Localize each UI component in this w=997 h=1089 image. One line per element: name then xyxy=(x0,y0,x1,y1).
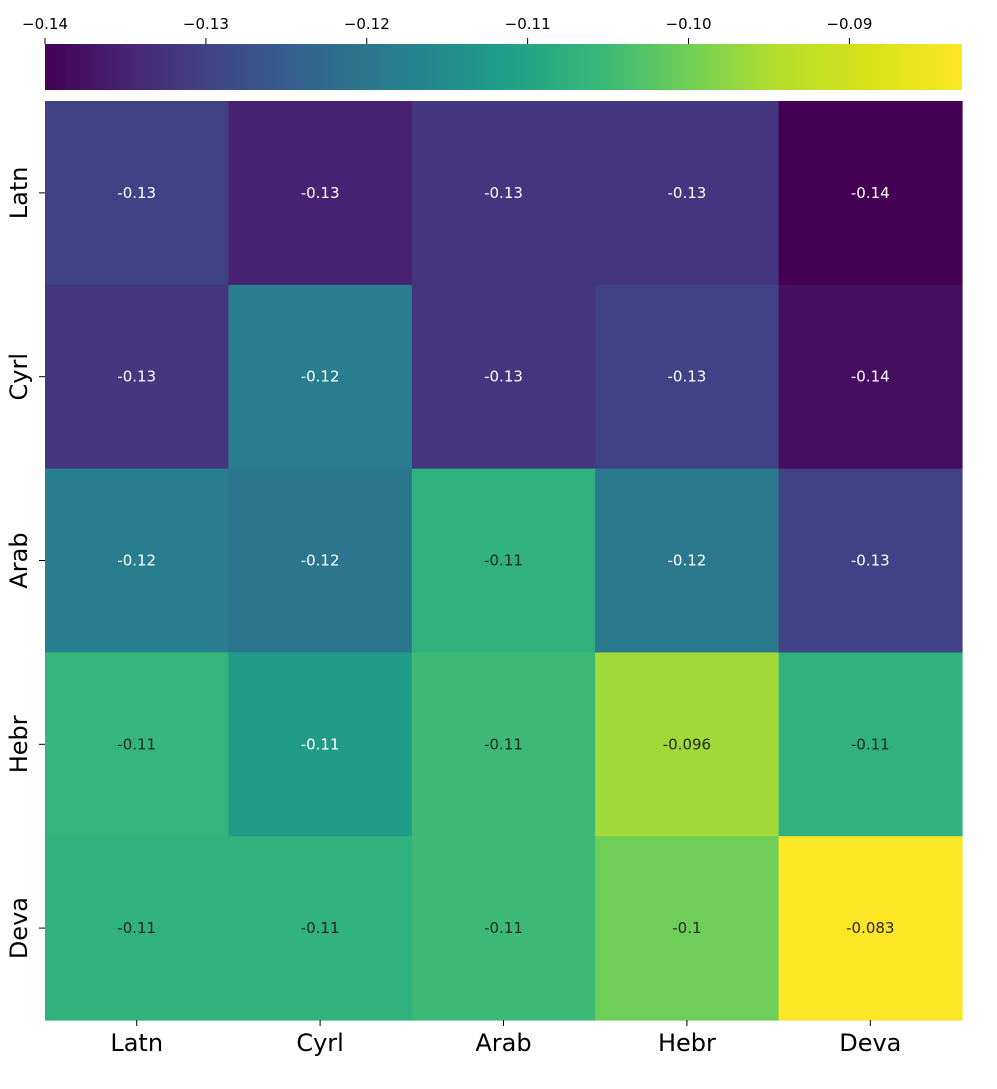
heatmap-cell xyxy=(595,101,780,286)
cell-annotation: -0.12 xyxy=(301,552,340,570)
cell-annotation: -0.11 xyxy=(117,919,156,937)
y-axis: Latn Cyrl Arab Hebr Deva xyxy=(5,167,45,959)
cell-annotation: -0.14 xyxy=(851,184,890,202)
colorbar-tick-label: −0.14 xyxy=(22,15,68,33)
heatmap-cell xyxy=(45,836,229,1021)
heatmap-cell xyxy=(228,652,413,837)
y-tick-label: Cyrl xyxy=(5,353,33,401)
x-axis: Latn Cyrl Arab Hebr Deva xyxy=(110,1020,901,1057)
heatmap-cell xyxy=(228,468,413,653)
cell-annotation: -0.11 xyxy=(484,552,523,570)
cell-annotation: -0.13 xyxy=(667,184,706,202)
cell-annotation: -0.13 xyxy=(851,552,890,570)
cell-annotation: -0.13 xyxy=(667,368,706,386)
x-tick-label: Cyrl xyxy=(296,1029,344,1057)
cell-annotation: -0.12 xyxy=(301,368,340,386)
heatmap-cell xyxy=(411,652,596,837)
y-tick-label: Hebr xyxy=(5,715,33,773)
cell-annotation: -0.13 xyxy=(301,184,340,202)
cell-annotation: -0.14 xyxy=(851,368,890,386)
x-tick-label: Hebr xyxy=(658,1029,716,1057)
cell-annotation: -0.13 xyxy=(117,184,156,202)
cell-annotation: -0.12 xyxy=(117,552,156,570)
cell-annotation: -0.11 xyxy=(851,735,890,753)
colorbar-tick-label: −0.12 xyxy=(344,15,390,33)
cell-annotation: -0.13 xyxy=(484,368,523,386)
y-tick-label: Arab xyxy=(5,532,33,588)
cell-annotation: -0.13 xyxy=(484,184,523,202)
colorbar-tick-label: −0.10 xyxy=(666,15,712,33)
heatmap-cell xyxy=(45,652,229,837)
heatmap-cell xyxy=(411,284,596,470)
colorbar-ticks: −0.14 −0.13 −0.12 −0.11 −0.10 −0.09 xyxy=(22,15,872,44)
cell-annotation: -0.083 xyxy=(846,919,894,937)
heatmap-cell xyxy=(595,652,780,837)
heatmap-cell xyxy=(778,836,963,1021)
cell-annotation: -0.13 xyxy=(117,368,156,386)
heatmap-cell xyxy=(228,284,413,470)
heatmap-cell xyxy=(45,101,229,286)
heatmap-cell xyxy=(595,284,780,470)
y-tick-label: Deva xyxy=(5,897,33,959)
heatmap-cell xyxy=(228,101,413,286)
x-tick-label: Deva xyxy=(839,1029,901,1057)
colorbar-tick-label: −0.11 xyxy=(505,15,551,33)
heatmap-cell xyxy=(411,836,596,1021)
heatmap-cell xyxy=(778,101,963,286)
heatmap-cell xyxy=(595,468,780,653)
colorbar-tick-label: −0.09 xyxy=(826,15,872,33)
cell-annotations: -0.13 -0.13 -0.13 -0.13 -0.14 -0.13 -0.12 -0.13… xyxy=(117,184,894,937)
cell-annotation: -0.11 xyxy=(484,919,523,937)
cell-annotation: -0.1 xyxy=(672,919,701,937)
heatmap-cell xyxy=(595,836,780,1021)
cell-annotation: -0.11 xyxy=(117,735,156,753)
cell-annotation: -0.11 xyxy=(301,735,340,753)
colorbar-gradient xyxy=(45,44,962,90)
heatmap-cells xyxy=(45,101,963,1021)
heatmap-cell xyxy=(778,468,963,653)
y-tick-label: Latn xyxy=(5,167,33,220)
x-tick-label: Latn xyxy=(110,1029,163,1057)
colorbar: −0.14 −0.13 −0.12 −0.11 −0.10 −0.09 xyxy=(22,15,962,90)
colorbar-tick-label: −0.13 xyxy=(183,15,229,33)
cell-annotation: -0.12 xyxy=(667,552,706,570)
cell-annotation: -0.11 xyxy=(301,919,340,937)
heatmap-cell xyxy=(411,101,596,286)
cell-annotation: -0.096 xyxy=(663,735,711,753)
heatmap-cell xyxy=(411,468,596,653)
x-tick-label: Arab xyxy=(475,1029,531,1057)
cell-annotation: -0.11 xyxy=(484,735,523,753)
heatmap-cell xyxy=(778,284,963,470)
heatmap-cell xyxy=(45,468,229,653)
heatmap-cell xyxy=(228,836,413,1021)
heatmap-cell xyxy=(45,284,229,470)
heatmap-cell xyxy=(778,652,963,837)
